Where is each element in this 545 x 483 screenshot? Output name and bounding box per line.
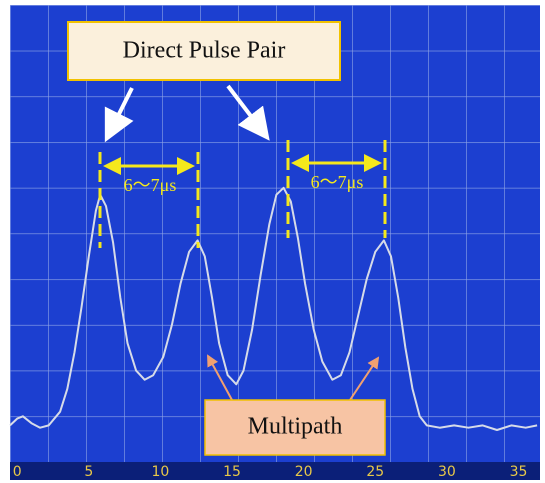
x-tick-label: 10	[151, 464, 169, 480]
x-tick-label: 15	[223, 464, 241, 480]
x-tick-label: 35	[510, 464, 528, 480]
annotation: Multipath	[248, 414, 343, 440]
annotation-box	[204, 399, 386, 456]
signal-line	[9, 186, 538, 431]
arrow	[207, 354, 233, 401]
grid	[10, 5, 540, 462]
measure	[98, 140, 387, 248]
arrow	[226, 84, 270, 141]
annotation-box	[67, 21, 341, 81]
x-tick-label: 25	[366, 464, 384, 480]
arrow	[104, 87, 134, 143]
x-tick-label: 30	[438, 464, 456, 480]
x-tick-label: 0	[13, 464, 22, 480]
annotation: 6〜7μs	[124, 175, 177, 195]
annotation: Direct Pulse Pair	[123, 38, 286, 64]
plot: 0 5 10 15 20 25 30 35	[9, 186, 538, 480]
annotation: 6〜7μs	[311, 172, 364, 192]
arrow	[349, 356, 380, 401]
x-tick-label: 5	[84, 464, 93, 480]
x-axis-strip	[10, 462, 540, 480]
x-tick-label: 20	[295, 464, 313, 480]
